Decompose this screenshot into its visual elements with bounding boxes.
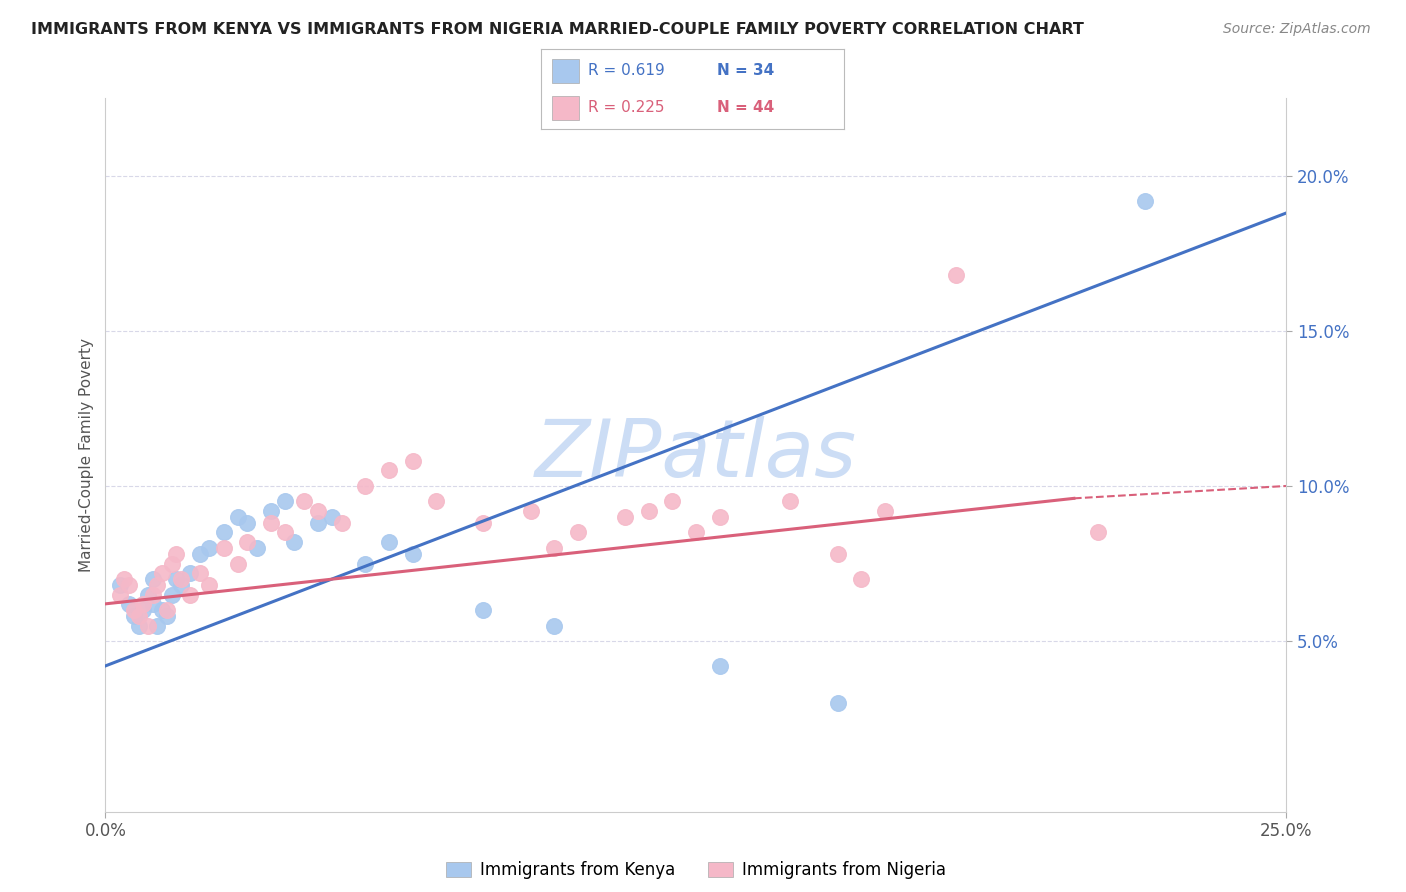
Point [292, 494, 315, 508]
Point [142, 572, 165, 586]
Point [150, 566, 173, 580]
Point [108, 578, 131, 592]
FancyBboxPatch shape [553, 59, 579, 83]
Point [142, 597, 165, 611]
Text: IMMIGRANTS FROM KENYA VS IMMIGRANTS FROM NIGERIA MARRIED-COUPLE FAMILY POVERTY C: IMMIGRANTS FROM KENYA VS IMMIGRANTS FROM… [31, 22, 1084, 37]
Point [614, 510, 637, 524]
Point [170, 578, 193, 592]
Point [709, 510, 731, 524]
Point [779, 494, 801, 508]
Point [132, 603, 155, 617]
Point [150, 603, 173, 617]
Point [118, 578, 141, 592]
Point [378, 534, 401, 549]
Point [260, 516, 283, 531]
Point [136, 618, 159, 632]
Point [136, 588, 159, 602]
Point [307, 504, 329, 518]
Point [122, 603, 145, 617]
Point [179, 566, 201, 580]
Text: R = 0.225: R = 0.225 [588, 100, 665, 115]
Point [198, 578, 221, 592]
Point [165, 547, 187, 561]
Point [378, 463, 401, 477]
Point [685, 525, 707, 540]
Point [122, 609, 145, 624]
Text: N = 44: N = 44 [717, 100, 773, 115]
Point [212, 525, 235, 540]
Point [330, 516, 353, 531]
Text: Source: ZipAtlas.com: Source: ZipAtlas.com [1223, 22, 1371, 37]
Point [132, 597, 155, 611]
Point [709, 659, 731, 673]
Point [112, 572, 135, 586]
Point [425, 494, 447, 508]
Point [108, 588, 131, 602]
Point [128, 609, 150, 624]
Point [198, 541, 221, 555]
Point [354, 479, 377, 493]
Point [307, 516, 329, 531]
Point [226, 557, 249, 571]
Point [246, 541, 269, 555]
Y-axis label: Married-Couple Family Poverty: Married-Couple Family Poverty [79, 338, 94, 572]
Point [146, 578, 169, 592]
Point [146, 618, 169, 632]
Point [170, 572, 193, 586]
Point [142, 588, 165, 602]
Point [236, 516, 259, 531]
Point [851, 572, 873, 586]
Point [1133, 194, 1156, 208]
Point [165, 572, 187, 586]
Point [160, 588, 183, 602]
Point [472, 603, 495, 617]
Point [156, 603, 179, 617]
Legend: Immigrants from Kenya, Immigrants from Nigeria: Immigrants from Kenya, Immigrants from N… [440, 855, 952, 886]
Text: N = 34: N = 34 [717, 63, 773, 78]
Point [188, 547, 211, 561]
Point [401, 547, 423, 561]
Point [274, 494, 297, 508]
Text: ZIPatlas: ZIPatlas [534, 416, 858, 494]
Point [1087, 525, 1109, 540]
Point [236, 534, 259, 549]
Point [567, 525, 589, 540]
Point [260, 504, 283, 518]
Point [827, 696, 849, 710]
Point [156, 609, 179, 624]
Point [543, 541, 565, 555]
Text: R = 0.619: R = 0.619 [588, 63, 665, 78]
Point [321, 510, 343, 524]
Point [188, 566, 211, 580]
Point [472, 516, 495, 531]
Point [661, 494, 683, 508]
Point [354, 557, 377, 571]
Point [543, 618, 565, 632]
Point [401, 454, 423, 468]
Point [118, 597, 141, 611]
Point [519, 504, 541, 518]
FancyBboxPatch shape [553, 95, 579, 120]
Point [160, 557, 183, 571]
Point [212, 541, 235, 555]
Point [827, 547, 849, 561]
Point [226, 510, 249, 524]
Point [873, 504, 896, 518]
Point [283, 534, 305, 549]
Point [637, 504, 659, 518]
Point [945, 268, 967, 282]
Point [128, 618, 150, 632]
Point [274, 525, 297, 540]
Point [179, 588, 201, 602]
